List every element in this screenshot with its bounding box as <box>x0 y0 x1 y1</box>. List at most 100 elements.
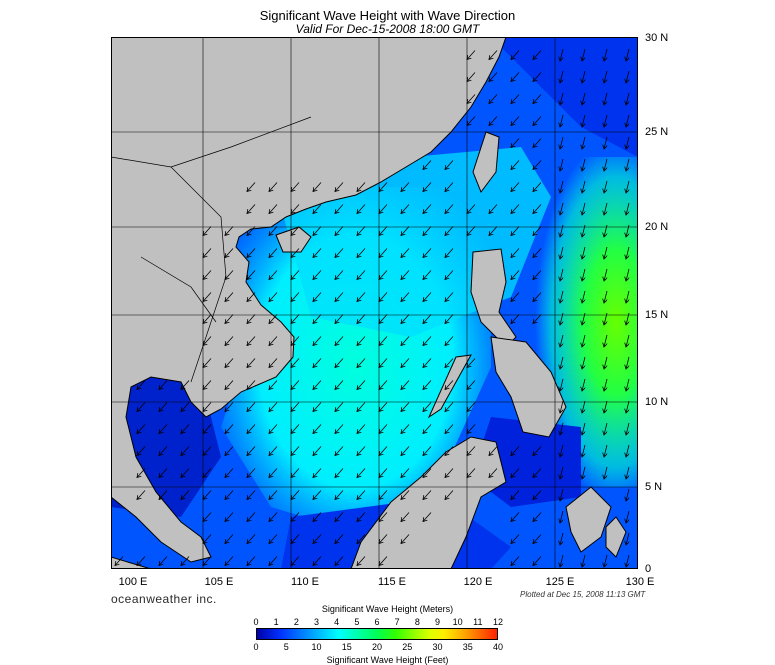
wave-direction-arrow <box>533 138 542 148</box>
wave-direction-arrow <box>511 248 520 258</box>
wave-direction-arrow <box>560 488 564 501</box>
map-subtitle: Valid For Dec-15-2008 18:00 GMT <box>295 22 480 36</box>
wave-direction-arrow <box>560 114 564 127</box>
wave-direction-arrow <box>533 94 542 104</box>
wave-direction-arrow <box>203 556 212 566</box>
wave-map-canvas <box>111 37 638 569</box>
wave-direction-arrow <box>626 488 630 501</box>
wave-direction-arrow <box>533 248 542 258</box>
wave-direction-arrow <box>269 270 278 280</box>
wave-direction-arrow <box>291 468 300 478</box>
wave-direction-arrow <box>604 114 608 127</box>
wave-direction-arrow <box>181 424 190 434</box>
wave-direction-arrow <box>604 92 608 105</box>
wave-direction-arrow <box>291 446 300 456</box>
wave-direction-arrow <box>467 72 476 82</box>
wave-direction-arrow <box>379 314 388 324</box>
land-palawan <box>427 354 472 419</box>
wave-direction-arrow <box>291 182 300 192</box>
wave-direction-arrow <box>291 380 300 390</box>
wave-direction-arrow <box>247 314 256 324</box>
wave-direction-arrow <box>313 490 322 500</box>
wave-direction-arrow <box>291 512 300 522</box>
wave-direction-arrow <box>604 224 608 237</box>
wave-direction-arrow <box>533 556 542 566</box>
wave-direction-arrow <box>225 380 234 390</box>
wave-direction-arrow <box>626 202 630 215</box>
wave-direction-arrow <box>247 182 256 192</box>
wave-direction-arrow <box>269 314 278 324</box>
wave-direction-arrow <box>357 556 366 566</box>
wave-direction-arrow <box>423 248 432 258</box>
wave-direction-arrow <box>401 424 410 434</box>
wave-direction-arrow <box>203 424 212 434</box>
wave-direction-arrow <box>247 226 256 236</box>
wave-direction-arrow <box>582 224 586 237</box>
wave-direction-arrow <box>423 314 432 324</box>
wave-direction-arrow <box>560 48 564 61</box>
wave-direction-arrow <box>269 204 278 214</box>
wave-direction-arrow <box>445 380 454 390</box>
wave-direction-arrow <box>533 182 542 192</box>
wave-direction-arrow <box>604 290 608 303</box>
lat-label-0: 0 <box>645 563 652 575</box>
wave-direction-arrow <box>489 226 498 236</box>
wave-direction-arrow <box>247 446 256 456</box>
wave-direction-arrow <box>604 400 608 413</box>
wave-direction-arrow <box>313 512 322 522</box>
wave-direction-arrow <box>269 512 278 522</box>
colorbar-feet-tick: 0 <box>253 642 259 652</box>
wave-direction-arrow <box>626 246 630 259</box>
wave-direction-arrow <box>560 466 564 479</box>
wave-direction-arrow <box>357 402 366 412</box>
wave-direction-arrow <box>247 534 256 544</box>
wave-direction-arrow <box>489 72 498 82</box>
wave-direction-arrow <box>401 182 410 192</box>
wave-direction-arrow <box>335 336 344 346</box>
wave-direction-arrow <box>225 534 234 544</box>
wave-direction-arrow <box>560 268 564 281</box>
wave-direction-arrow <box>159 402 168 412</box>
wave-direction-arrow <box>582 312 586 325</box>
wave-direction-arrow <box>203 358 212 368</box>
wave-direction-arrow <box>445 358 454 368</box>
wave-direction-arrow <box>379 270 388 280</box>
wave-direction-arrow <box>225 468 234 478</box>
wave-direction-arrow <box>511 314 520 324</box>
wave-direction-arrow <box>291 424 300 434</box>
wave-direction-arrow <box>225 270 234 280</box>
lon-label-115e: 115 E <box>378 576 406 588</box>
wave-direction-arrow <box>467 226 476 236</box>
wave-direction-arrow <box>423 512 432 522</box>
colorbar-meters-tick: 2 <box>293 617 299 627</box>
colorbar-meters-tick: 8 <box>414 617 420 627</box>
wave-direction-arrow <box>335 534 344 544</box>
wave-direction-arrow <box>604 246 608 259</box>
land-border-line <box>140 256 217 323</box>
wave-direction-arrow <box>159 468 168 478</box>
wave-direction-arrow <box>269 336 278 346</box>
wave-direction-arrow <box>467 402 476 412</box>
wave-direction-arrow <box>604 554 608 567</box>
wave-direction-arrow <box>225 424 234 434</box>
wave-direction-arrow <box>533 226 542 236</box>
wave-direction-arrow <box>467 358 476 368</box>
wave-direction-arrow <box>445 490 454 500</box>
wave-direction-arrow <box>335 182 344 192</box>
wave-direction-arrow <box>533 534 542 544</box>
wave-direction-arrow <box>560 422 564 435</box>
wave-direction-arrow <box>225 314 234 324</box>
wave-direction-arrow <box>445 402 454 412</box>
wave-direction-arrow <box>511 490 520 500</box>
wave-direction-arrow <box>511 160 520 170</box>
wave-direction-arrow <box>203 468 212 478</box>
wave-direction-arrow <box>291 270 300 280</box>
lon-label-100e: 100 E <box>118 576 148 588</box>
wave-direction-arrow <box>313 336 322 346</box>
colorbar-meters-tick: 5 <box>354 617 360 627</box>
wave-direction-arrow <box>181 402 190 412</box>
wave-direction-arrow <box>489 116 498 126</box>
wave-direction-arrow <box>357 336 366 346</box>
wave-direction-arrow <box>626 180 630 193</box>
wave-direction-arrow <box>335 380 344 390</box>
